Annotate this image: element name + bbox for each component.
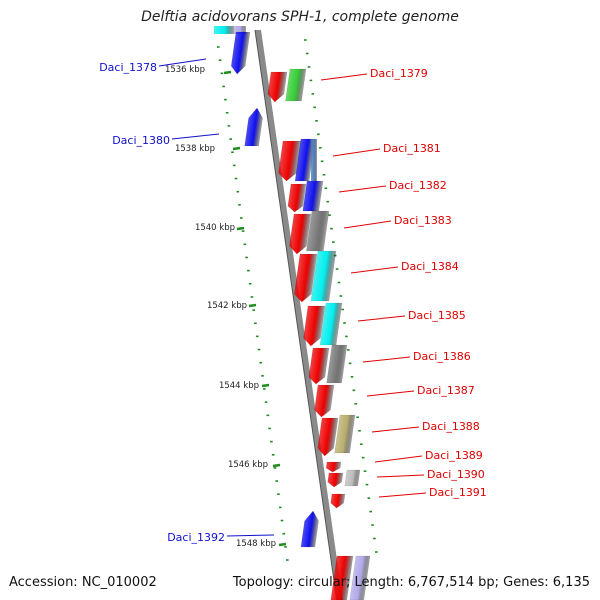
gene-label: Daci_1385: [408, 309, 466, 322]
gene-daci-1386: [326, 344, 348, 384]
scale-label: 1548 kbp: [236, 539, 276, 549]
label-leader-line: [343, 220, 392, 229]
gene-cds: [349, 555, 371, 600]
gene-daci-1381-band: [311, 139, 317, 181]
gene-label: Daci_1379: [370, 67, 428, 80]
label-leader-line: [357, 315, 406, 322]
scale-label: 1540 kbp: [195, 223, 235, 233]
gene-cds: [267, 71, 288, 103]
backbone-edge: [254, 29, 338, 600]
label-leader-line: [362, 356, 411, 363]
label-leader-line: [374, 455, 423, 463]
label-leader-line: [338, 185, 387, 193]
scale-label: 1546 kbp: [228, 460, 268, 470]
gene-cds: [287, 183, 307, 213]
label-leader-line: [366, 390, 415, 397]
gene-daci-1389: [325, 461, 342, 473]
scale-major-tick: [278, 542, 287, 547]
gene-cds: [327, 472, 344, 488]
scale-major-tick: [248, 303, 257, 308]
gene-cds: [294, 253, 318, 303]
label-leader-line: [378, 492, 427, 498]
gene-cds: [314, 384, 335, 418]
label-leader-line: [226, 534, 275, 537]
gene-daci-1384: [310, 250, 337, 302]
gene-label: Daci_1390: [427, 468, 485, 481]
gene-label: Daci_1384: [401, 260, 459, 273]
accession-text: Accession: NC_010002: [9, 575, 157, 590]
gene-label: Daci_1381: [383, 142, 441, 155]
gene-daci-1380: [244, 107, 263, 147]
backbone-strand: [255, 30, 343, 600]
scale-label: 1544 kbp: [219, 381, 259, 391]
gene-cds: [317, 417, 339, 457]
topology-text: Topology: circular; Length: 6,767,514 bp…: [232, 575, 590, 590]
label-leader-line: [171, 133, 220, 140]
scale-label: 1536 kbp: [165, 65, 205, 75]
label-leader-line: [320, 73, 368, 81]
gene-daci-1378: [230, 31, 251, 75]
map-title: Delftia acidovorans SPH-1, complete geno…: [141, 9, 459, 25]
gene-label: Daci_1380: [112, 134, 170, 147]
label-leader-line: [376, 474, 425, 478]
scale-major-tick: [236, 226, 245, 231]
gene-daci-1392: [300, 510, 319, 548]
gene-cds: [308, 347, 330, 385]
gene-daci-1388: [334, 414, 356, 454]
gene-daci-1391: [330, 493, 346, 509]
gene-label: Daci_1383: [394, 214, 452, 227]
scale-label: 1538 kbp: [175, 144, 215, 154]
gene-cds: [303, 305, 326, 347]
gene-label: Daci_1388: [422, 420, 480, 433]
label-leader-line: [350, 266, 399, 274]
label-leader-line: [158, 58, 207, 67]
gene-label: Daci_1392: [167, 531, 225, 544]
gene-daci-1390: [344, 469, 361, 487]
gene-cyan: [214, 26, 234, 34]
label-leader-line: [371, 426, 420, 433]
gene-label: Daci_1378: [99, 61, 157, 74]
gene-cds: [278, 140, 302, 182]
label-leader-line: [332, 148, 381, 157]
gene-label: Daci_1391: [429, 486, 487, 499]
gene-violet: [234, 26, 246, 34]
scale-major-tick: [272, 463, 281, 468]
gene-label: Daci_1382: [389, 179, 447, 192]
scale-major-tick: [223, 70, 232, 75]
gene-cds: [330, 555, 354, 600]
gene-label: Daci_1389: [425, 449, 483, 462]
scale-major-tick: [261, 383, 270, 388]
scale-label: 1542 kbp: [207, 301, 247, 311]
scale-major-tick: [232, 146, 241, 151]
gene-label: Daci_1386: [413, 350, 471, 363]
gene-daci-1379: [285, 68, 307, 102]
gene-label: Daci_1387: [417, 384, 475, 397]
gene-cds: [289, 213, 312, 255]
